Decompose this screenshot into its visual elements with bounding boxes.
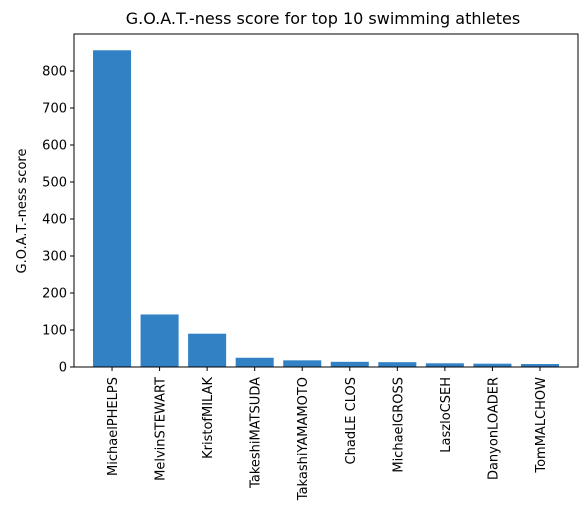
bar-melvinstewart — [140, 314, 179, 367]
y-tick-label: 700 — [42, 102, 67, 117]
bar-tommalchow — [520, 364, 559, 367]
x-tick-label: KristofMILAK — [201, 377, 216, 459]
x-tick-label: MelvinSTEWART — [154, 377, 169, 481]
bars-group — [93, 50, 559, 367]
x-ticks-group: MichaelPHELPS MelvinSTEWART KristofMILAK Ta… — [106, 367, 549, 501]
chart-title: G.O.A.T.-ness score for top 10 swimming … — [126, 9, 520, 28]
bar-kristofmilak — [188, 333, 227, 367]
bar-chadle-clos — [330, 361, 369, 367]
x-tick-label: TomMALCHOW — [534, 377, 549, 474]
y-tick-label: 500 — [42, 176, 67, 191]
x-tick-label: ChadLE CLOS — [344, 377, 359, 464]
bar-michaelphelps — [93, 50, 132, 367]
x-tick-label: DanyonLOADER — [486, 377, 501, 480]
y-tick-label: 200 — [42, 287, 67, 302]
plot-frame — [73, 33, 579, 368]
y-tick-label: 0 — [59, 361, 67, 376]
bar-danyonloader — [473, 363, 512, 367]
y-axis-label: G.O.A.T.-ness score — [15, 149, 30, 274]
x-tick-label: MichaelPHELPS — [106, 377, 121, 476]
y-ticks-group: 0 100 200 300 400 500 600 700 800 — [42, 65, 74, 376]
x-tick-label: TakashiYAMAMOTO — [296, 377, 311, 501]
bar-laszlocseh — [425, 363, 464, 367]
bar-takeshimatsuda — [235, 357, 274, 367]
y-tick-label: 100 — [42, 324, 67, 339]
y-tick-label: 800 — [42, 65, 67, 80]
x-tick-label: LaszloCSEH — [439, 377, 454, 453]
y-tick-label: 300 — [42, 250, 67, 265]
bar-takashiyamamoto — [283, 360, 322, 367]
x-tick-label: MichaelGROSS — [391, 377, 406, 473]
x-tick-label: TakeshiMATSUDA — [249, 377, 264, 489]
y-tick-label: 600 — [42, 139, 67, 154]
bar-michaelgross — [378, 362, 417, 367]
y-tick-label: 400 — [42, 213, 67, 228]
